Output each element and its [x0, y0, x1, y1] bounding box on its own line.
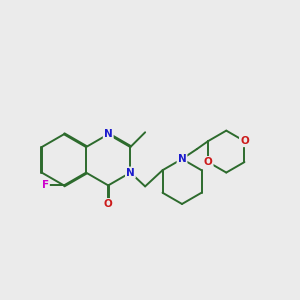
Text: N: N [126, 168, 135, 178]
Text: N: N [104, 129, 112, 139]
Text: O: O [240, 136, 249, 146]
Text: O: O [204, 157, 212, 167]
Text: F: F [42, 180, 49, 190]
Text: O: O [104, 199, 112, 209]
Text: N: N [178, 154, 186, 164]
